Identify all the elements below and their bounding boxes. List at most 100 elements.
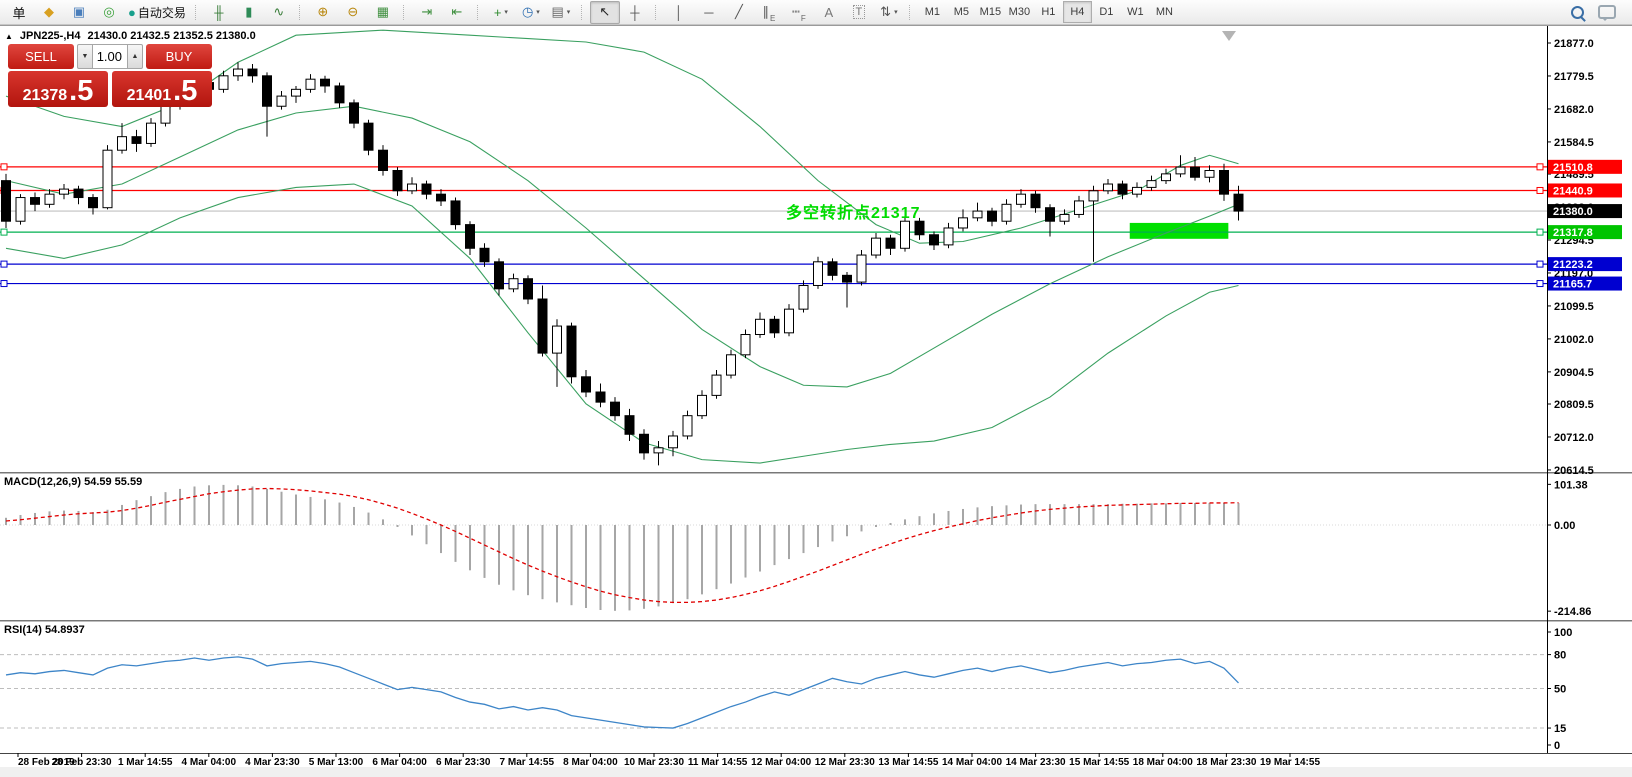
rsi-pane-bg — [0, 622, 1547, 753]
time-label: 13 Mar 14:55 — [878, 757, 938, 768]
chart-shift-button[interactable]: ⇤ — [451, 4, 463, 19]
crosshair-button[interactable]: ┼ — [630, 4, 640, 20]
new-order-button[interactable]: 单 — [12, 5, 26, 21]
horizontal-line-button[interactable]: ─ — [704, 4, 714, 20]
symbol-header: ▲ JPN225-,H4 21430.0 21432.5 21352.5 213… — [5, 30, 256, 42]
signals-icon[interactable]: ◎ — [103, 4, 115, 19]
candlestick-chart-button[interactable]: ▮ — [245, 4, 253, 19]
buy-button[interactable]: BUY — [146, 44, 212, 69]
time-label: 6 Mar 23:30 — [436, 757, 491, 768]
auto-scroll-button[interactable]: ⇥ — [421, 4, 433, 19]
chart-type-group: ╫ ▮ ∿ — [204, 0, 294, 24]
periods-button[interactable]: ◷ ▾ — [521, 4, 540, 19]
hline-handle-right — [1536, 228, 1544, 236]
panel-toggle-icon[interactable]: ▲ — [5, 31, 13, 41]
zoom-group: ⊕ ⊖ ▦ — [308, 0, 398, 24]
insert-group: + ▾ ◷ ▾ ▤ ▾ — [486, 0, 576, 24]
buy-price-display[interactable]: 21401 .5 — [112, 71, 212, 107]
price-badge-text-21223.2: 21223.2 — [1553, 259, 1593, 271]
tf-m5[interactable]: M5 — [953, 6, 970, 18]
rsi-line — [5, 656, 1239, 729]
chart-text-annotation[interactable]: 多空转折点21317 — [786, 205, 921, 222]
hline-handle-left — [0, 228, 8, 236]
text-label-button[interactable]: T — [844, 1, 874, 24]
price-tick-21779.5: 21779.5 — [1554, 71, 1594, 83]
hline-handle-left — [0, 260, 8, 268]
macd-signal-line — [5, 487, 1239, 604]
main-pane-bg — [0, 26, 1547, 472]
zoom-in-button[interactable]: ⊕ — [317, 4, 329, 19]
zoom-out-button[interactable]: ⊖ — [347, 4, 359, 19]
sell-button[interactable]: SELL — [8, 44, 74, 69]
tf-mn[interactable]: MN — [1155, 6, 1173, 18]
line-chart-button[interactable]: ∿ — [273, 4, 285, 19]
price-tick-21099.5: 21099.5 — [1554, 301, 1594, 313]
time-label: 12 Mar 23:30 — [815, 757, 875, 768]
toolbar-separator — [476, 4, 481, 20]
volume-up-icon[interactable]: ▲ — [127, 44, 143, 69]
price-tick-21877: 21877.0 — [1554, 38, 1594, 50]
volume-input[interactable]: 1.00 — [93, 44, 127, 69]
equidistant-channel-button[interactable]: ∥ E — [762, 4, 776, 23]
cursor-button[interactable]: ↖ — [589, 0, 620, 24]
price-badge-21165.7 — [1548, 276, 1622, 291]
price-badge-text-21510.8: 21510.8 — [1553, 162, 1593, 174]
tile-windows-button[interactable]: ▦ — [376, 4, 390, 19]
objects-group: │ ─ ╱ ∥ E ┅ F A T ⇅ ▾ — [664, 0, 904, 24]
time-axis-bg — [0, 753, 1632, 767]
toolbar-right-icons — [1571, 5, 1628, 21]
hline-handle-left — [0, 280, 8, 288]
profiles-icon[interactable]: ▣ — [72, 4, 86, 19]
text-button[interactable]: A — [824, 4, 834, 20]
time-label: 4 Mar 04:00 — [182, 757, 237, 768]
price-badge-21317.8 — [1548, 225, 1622, 240]
tf-w1[interactable]: W1 — [1127, 6, 1144, 18]
volume-down-icon[interactable]: ▼ — [77, 44, 93, 69]
trendline-button[interactable]: ╱ — [734, 4, 743, 19]
chart-window-icon[interactable]: ◆ — [44, 4, 54, 19]
tf-m30[interactable]: M30 — [1008, 6, 1031, 18]
price-badge-text-21317.8: 21317.8 — [1553, 227, 1593, 239]
bar-chart-button[interactable]: ╫ — [214, 4, 224, 20]
rsi-indicator-label: RSI(14) 54.8937 — [4, 624, 85, 636]
toolbar-separator — [298, 4, 303, 20]
hline-handle-right — [1536, 260, 1544, 268]
macd-indicator-label: MACD(12,26,9) 54.59 55.59 — [4, 476, 143, 488]
price-tick-20614.5: 20614.5 — [1554, 465, 1594, 477]
tf-m1[interactable]: M1 — [924, 6, 941, 18]
candles-layer — [1, 62, 1244, 466]
tf-h1[interactable]: H1 — [1041, 6, 1056, 18]
sell-price-display[interactable]: 21378 .5 — [8, 71, 108, 107]
autotrading-button[interactable]: ● 自动交易 — [128, 4, 186, 20]
tf-m15[interactable]: M15 — [979, 6, 1002, 18]
time-label: 15 Mar 14:55 — [1069, 757, 1129, 768]
time-label: 28 Feb 23:30 — [52, 757, 112, 768]
price-tick-21682: 21682.0 — [1554, 104, 1594, 116]
price-tick-20712: 20712.0 — [1554, 432, 1594, 444]
sell-price-pips: .5 — [69, 75, 94, 108]
rsi-tick-15: 15 — [1554, 723, 1566, 735]
time-label: 18 Mar 04:00 — [1133, 757, 1193, 768]
toolbar-separator — [402, 4, 407, 20]
one-click-trading-panel: SELL ▼ 1.00 ▲ BUY 21378 .5 21401 .5 — [8, 44, 212, 107]
hline-handle-right — [1536, 186, 1544, 194]
tf-h4[interactable]: H4 — [1062, 1, 1092, 23]
vertical-line-button[interactable]: │ — [674, 4, 683, 20]
main-toolbar: 单 ◆ ▣ ◎ ● 自动交易 ╫ ▮ ∿ ⊕ ⊖ ▦ ⇥ ⇤ + ▾ ◷ ▾ ▤ ▾ ↖ ┼ │ ─ ╱ ∥ E ┅ F A T ⇅ ▾ M1 M5… — [0, 0, 1632, 25]
toolbar-separator — [654, 4, 659, 20]
macd-tick-0.00: 0.00 — [1554, 520, 1575, 532]
tf-d1[interactable]: D1 — [1099, 6, 1114, 18]
time-label: 14 Mar 23:30 — [1006, 757, 1066, 768]
time-label: 8 Mar 04:00 — [563, 757, 618, 768]
macd-tick-101.38: 101.38 — [1554, 479, 1588, 491]
chat-icon[interactable] — [1598, 5, 1616, 21]
arrows-button[interactable]: ⇅ ▾ — [880, 4, 898, 19]
time-label: 1 Mar 14:55 — [118, 757, 173, 768]
hline-handle-right — [1536, 280, 1544, 288]
templates-button[interactable]: ▤ ▾ — [551, 4, 571, 19]
fibonacci-button[interactable]: ┅ F — [792, 4, 806, 23]
indicators-button[interactable]: + ▾ — [493, 4, 508, 20]
search-icon[interactable] — [1571, 5, 1584, 19]
